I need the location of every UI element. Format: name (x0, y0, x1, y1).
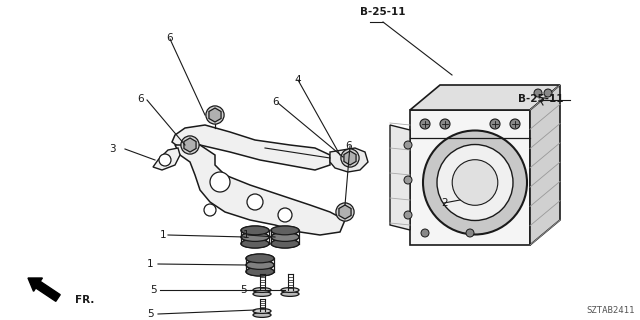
Bar (281, 290, 299, 294)
Ellipse shape (241, 226, 269, 235)
Text: 1: 1 (243, 230, 250, 240)
Ellipse shape (246, 260, 274, 269)
Circle shape (420, 119, 430, 129)
Bar (253, 311, 271, 315)
Circle shape (452, 160, 498, 205)
Polygon shape (390, 125, 410, 230)
Text: 6: 6 (138, 94, 144, 104)
Circle shape (341, 149, 359, 167)
Ellipse shape (281, 292, 299, 296)
Polygon shape (410, 85, 560, 110)
Circle shape (544, 89, 552, 97)
Polygon shape (175, 145, 345, 235)
Circle shape (437, 145, 513, 220)
Bar (248, 259, 272, 272)
Ellipse shape (241, 233, 269, 241)
Ellipse shape (246, 260, 274, 269)
Polygon shape (530, 85, 560, 245)
Circle shape (510, 119, 520, 129)
Text: SZTAB2411: SZTAB2411 (587, 306, 635, 315)
Ellipse shape (281, 288, 299, 292)
Ellipse shape (241, 239, 269, 248)
Text: 5: 5 (150, 284, 157, 295)
Bar (273, 230, 297, 244)
Text: 2: 2 (442, 198, 448, 208)
Circle shape (421, 229, 429, 237)
Polygon shape (344, 151, 356, 165)
Ellipse shape (253, 308, 271, 313)
Ellipse shape (246, 267, 274, 276)
Circle shape (247, 194, 263, 210)
Circle shape (404, 211, 412, 219)
Circle shape (423, 131, 527, 235)
Circle shape (210, 172, 230, 192)
Ellipse shape (271, 233, 299, 241)
Circle shape (159, 154, 171, 166)
Text: FR.: FR. (75, 295, 94, 305)
Ellipse shape (246, 267, 274, 276)
Text: 6: 6 (346, 140, 352, 151)
Ellipse shape (253, 313, 271, 317)
Text: 5: 5 (147, 309, 154, 319)
Circle shape (206, 106, 224, 124)
Text: 1: 1 (147, 259, 154, 269)
Circle shape (204, 204, 216, 216)
Circle shape (534, 89, 542, 97)
Ellipse shape (241, 239, 269, 248)
Ellipse shape (271, 239, 299, 248)
Ellipse shape (271, 239, 299, 248)
Text: 5: 5 (240, 284, 246, 295)
Ellipse shape (246, 254, 274, 263)
Polygon shape (330, 148, 368, 172)
FancyArrow shape (28, 278, 60, 301)
Bar (243, 230, 267, 244)
Circle shape (490, 119, 500, 129)
Circle shape (404, 176, 412, 184)
Text: B-25-11: B-25-11 (518, 94, 564, 104)
Bar (253, 290, 271, 294)
Text: 1: 1 (160, 230, 166, 240)
Polygon shape (172, 125, 330, 170)
Polygon shape (339, 205, 351, 219)
Circle shape (466, 229, 474, 237)
Circle shape (181, 136, 199, 154)
Text: 6: 6 (272, 97, 278, 108)
Polygon shape (153, 148, 180, 170)
Polygon shape (184, 138, 196, 152)
Text: B-25-11: B-25-11 (360, 7, 406, 17)
Ellipse shape (241, 233, 269, 241)
Ellipse shape (253, 292, 271, 296)
Circle shape (336, 203, 354, 221)
Circle shape (404, 141, 412, 149)
Ellipse shape (271, 226, 299, 235)
Ellipse shape (241, 226, 269, 235)
Ellipse shape (271, 226, 299, 235)
Polygon shape (209, 108, 221, 122)
Text: 4: 4 (294, 75, 301, 85)
Circle shape (278, 208, 292, 222)
Ellipse shape (246, 254, 274, 263)
Circle shape (440, 119, 450, 129)
Text: 3: 3 (109, 144, 115, 154)
Ellipse shape (253, 288, 271, 292)
Text: 6: 6 (166, 33, 173, 44)
Bar (410, 110, 530, 245)
Ellipse shape (271, 233, 299, 241)
